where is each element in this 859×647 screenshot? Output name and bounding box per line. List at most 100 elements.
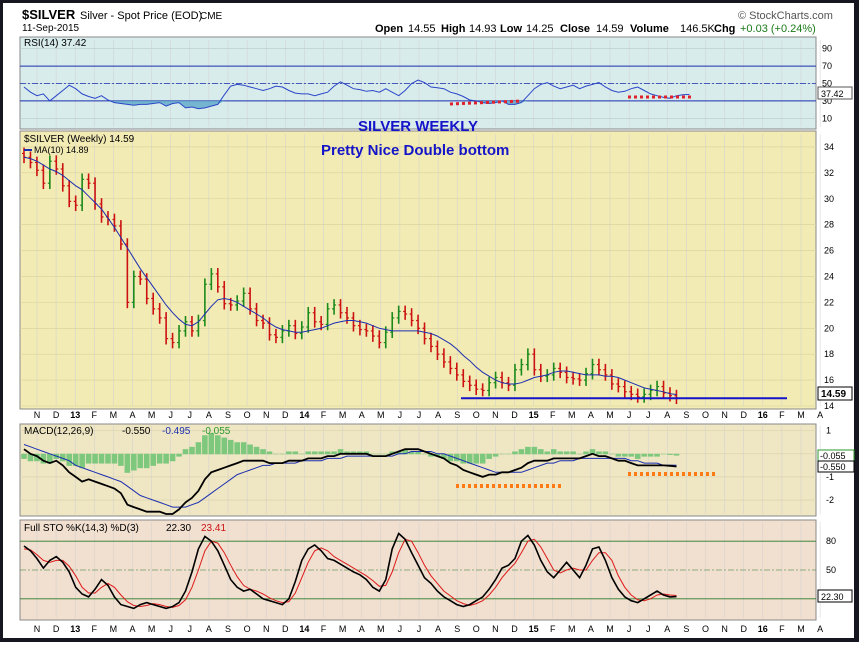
macd-histogram-bar [473, 453, 479, 464]
macd-histogram-bar [131, 453, 137, 471]
x-tick-label: A [435, 624, 441, 634]
macd-histogram-bar [544, 451, 551, 455]
x-tick-label: F [550, 410, 556, 420]
macd-histogram-bar [305, 451, 312, 455]
rsi-series [20, 65, 816, 110]
macd-histogram-bar [621, 453, 628, 457]
price-tick-label: 30 [824, 194, 834, 204]
macd-histogram-bar [21, 453, 27, 459]
macd-line [23, 448, 677, 515]
x-tick-label: F [321, 624, 327, 634]
axis-labels: 90 70 50 30 10 34 32 30 28 26 24 22 20 18 16 14 N N D D 13 13… [34, 44, 836, 634]
x-tick-label: D [53, 624, 60, 634]
open-value: 14.55 [408, 23, 436, 35]
grid-lines [20, 40, 821, 618]
price-tick-label: 24 [824, 271, 834, 281]
x-tick-label: A [206, 410, 212, 420]
x-tick-label: F [321, 410, 327, 420]
x-tick-label: J [646, 624, 651, 634]
macd-histogram-bar [298, 453, 305, 455]
x-tick-label: J [627, 410, 632, 420]
price-panel [19, 130, 817, 410]
macd-histogram-bar [634, 453, 641, 459]
macd-histogram-bar [654, 453, 660, 457]
macd-histogram-bar [273, 453, 279, 455]
macd-legend-label: MACD(12,26,9) [24, 426, 93, 437]
x-tick-label: J [398, 624, 403, 634]
price-tick-label: 20 [824, 323, 834, 333]
rsi-legend-text: RSI(14) 37.42 [24, 38, 87, 49]
x-tick-label: M [377, 410, 385, 420]
close-value: 14.59 [596, 23, 624, 35]
macd-histogram-bar [247, 444, 253, 455]
x-tick-label: M [148, 624, 156, 634]
macd-histogram-bar [628, 453, 635, 457]
rsi-tick-label: 10 [822, 113, 832, 123]
x-tick-label: S [225, 410, 231, 420]
x-tick-label: M [148, 410, 156, 420]
macd-tick-label: 1 [826, 426, 831, 436]
x-tick-label: J [168, 624, 173, 634]
macd-histogram-bar [344, 451, 350, 455]
sto-last-value: 22.30 [821, 592, 844, 602]
macd-histogram-bar [466, 453, 473, 464]
macd-histogram-bar [111, 453, 118, 464]
macd-histogram-bar [34, 453, 40, 462]
macd-histogram-bar [454, 453, 460, 462]
rsi-mark-1 [449, 99, 523, 106]
macd-histogram-bar [79, 453, 85, 469]
symbol-label: $SILVER [22, 7, 76, 22]
x-tick-label: S [683, 624, 689, 634]
sto-legend: Full STO %K(14,3) %D(3) 22.30 23.41 [24, 523, 226, 534]
sto-d-line [23, 538, 677, 608]
x-tick-label: S [683, 410, 689, 420]
macd-histogram-bar [660, 453, 667, 455]
macd-histogram-bar [215, 435, 221, 455]
volume-label: Volume [630, 23, 669, 35]
price-legend-text: $SILVER (Weekly) 14.59 [24, 134, 135, 145]
macd-histogram-bar [602, 451, 609, 455]
x-tick-label: M [110, 624, 118, 634]
high-label: High [441, 23, 466, 35]
macd-histogram-bar [318, 451, 324, 455]
open-label: Open [375, 23, 403, 35]
chg-label: Chg [714, 23, 735, 35]
x-tick-label: 14 [299, 410, 309, 420]
macd-histogram-bar [202, 435, 208, 455]
x-tick-label: 16 [758, 410, 768, 420]
macd-histogram-bar [428, 453, 434, 457]
x-tick-label: J [188, 624, 193, 634]
macd-histogram-bar [208, 432, 215, 455]
macd-histogram-bar [72, 453, 79, 466]
macd-histogram-bar [124, 453, 131, 473]
macd-histogram-bar [492, 453, 499, 457]
macd-histogram-bar [615, 453, 622, 457]
macd-histogram-bar [382, 453, 389, 455]
x-tick-label: D [53, 410, 60, 420]
x-tick-label: 15 [529, 624, 539, 634]
macd-histogram-bar [227, 439, 234, 455]
x-tick-label: N [721, 624, 728, 634]
macd-histogram-bar [221, 437, 228, 455]
x-tick-label: D [511, 410, 518, 420]
x-tick-label: 16 [758, 624, 768, 634]
instrument-name: Silver - Spot Price (EOD) [80, 10, 202, 22]
price-tick-label: 18 [824, 349, 834, 359]
macd-tick-label: -2 [826, 495, 834, 505]
x-tick-label: A [588, 410, 594, 420]
macd-histogram-bar [570, 451, 576, 455]
macd-histogram-bar [189, 446, 195, 455]
sto-tick-label: 50 [826, 565, 836, 575]
x-tick-label: D [740, 624, 747, 634]
macd-histogram-bar [395, 451, 402, 455]
x-tick-label: A [359, 624, 365, 634]
macd-histogram-bar [279, 453, 286, 455]
ma10-line [23, 156, 677, 395]
x-tick-label: 14 [299, 624, 309, 634]
macd-histogram-bar [311, 451, 318, 455]
x-tick-label: F [92, 410, 98, 420]
chg-value: +0.03 (+0.24%) [740, 23, 816, 35]
macd-histogram-bar [47, 453, 53, 464]
x-tick-label: A [664, 410, 670, 420]
